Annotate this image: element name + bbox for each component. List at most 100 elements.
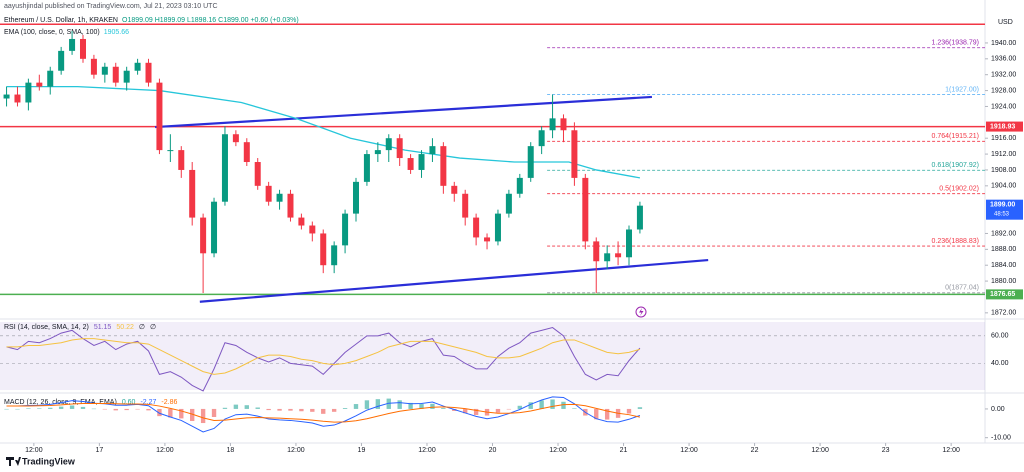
- candle-body: [363, 154, 370, 182]
- rsi-band: [0, 322, 985, 390]
- histogram-bar: [179, 408, 184, 419]
- x-tick-label: 12:00: [811, 447, 829, 454]
- histogram-bar: [146, 408, 151, 411]
- histogram-bar: [364, 400, 370, 409]
- histogram-bar: [528, 402, 533, 409]
- publisher-line: aayushjindal published on TradingView.co…: [4, 3, 218, 10]
- histogram-bar: [80, 406, 86, 409]
- histogram-bar: [310, 408, 315, 412]
- candle-body: [178, 150, 185, 170]
- x-tick-label: 22: [751, 447, 759, 454]
- indicator-value: 1905.66: [104, 29, 129, 36]
- fib-label: 0(1877.04): [945, 285, 979, 292]
- candle-body: [418, 154, 425, 170]
- rsi-line: [6, 338, 641, 375]
- histogram-bar: [397, 400, 402, 409]
- histogram-bar: [124, 408, 129, 411]
- histogram-bar: [37, 408, 42, 409]
- histogram-bar: [255, 407, 260, 409]
- histogram-bar: [572, 408, 577, 409]
- candle-body: [516, 177, 523, 194]
- candle-body: [615, 253, 622, 258]
- x-tick-label: 12:00: [156, 447, 174, 454]
- histogram-bar: [266, 408, 271, 411]
- histogram-bar: [342, 408, 348, 409]
- candle-body: [69, 38, 76, 51]
- histogram-bar: [277, 408, 282, 411]
- candle-body: [189, 169, 196, 218]
- histogram-bar: [517, 405, 522, 409]
- symbol-title: Ethereum / U.S. Dollar, 1h, KRAKEN: [4, 17, 118, 24]
- x-tick-label: 12:00: [418, 447, 436, 454]
- y-tick-label: 1932.00: [991, 72, 1016, 79]
- histogram-bar: [26, 408, 31, 409]
- candle-body: [604, 253, 611, 262]
- histogram-bar: [419, 404, 424, 409]
- footer-text: TradingView: [22, 456, 76, 466]
- legend-value: ∅: [150, 324, 156, 331]
- candle-body: [429, 146, 436, 155]
- histogram-bar: [473, 408, 479, 415]
- histogram-bar: [222, 407, 228, 409]
- candle-body: [79, 38, 86, 59]
- x-tick-label: 18: [227, 447, 235, 454]
- candle-body: [254, 162, 261, 186]
- candle-body: [462, 193, 469, 218]
- pane-title: RSI (14, close, SMA, 14, 2): [4, 324, 89, 331]
- candle-body: [156, 82, 163, 151]
- histogram-bar: [550, 399, 555, 409]
- candle-body: [352, 181, 360, 214]
- price-label: 1918.93: [990, 123, 1015, 130]
- histogram-bar: [244, 405, 249, 409]
- candle-body: [385, 138, 392, 151]
- y-tick-label: 1940.00: [991, 40, 1016, 47]
- candle-body: [200, 217, 207, 254]
- candle-body: [90, 58, 97, 75]
- histogram-bar: [430, 403, 435, 409]
- y-tick-label: 40.00: [991, 360, 1009, 367]
- candle-body: [473, 217, 480, 238]
- candle-body: [36, 82, 43, 87]
- x-tick-label: 12:00: [942, 447, 960, 454]
- histogram-bar: [58, 406, 64, 409]
- legend-value: 50.22: [116, 324, 134, 331]
- y-tick-label: 1872.00: [991, 310, 1016, 317]
- y-tick-label: -10.00: [991, 435, 1011, 442]
- legend-value: ∅: [139, 324, 145, 331]
- histogram-bar: [495, 408, 501, 413]
- histogram-bar: [386, 398, 391, 409]
- histogram-bar: [200, 408, 206, 424]
- legend-value: -2.27: [140, 399, 156, 406]
- footer-logo: TradingView: [6, 456, 76, 466]
- indicator-legend: EMA (100, close, 0, SMA, 100) 1905.66: [4, 29, 129, 36]
- x-tick-label: 19: [358, 447, 366, 454]
- y-tick-label: 1936.00: [991, 56, 1016, 63]
- candle-body: [582, 177, 589, 242]
- candle-body: [58, 50, 65, 71]
- candle-body: [112, 66, 119, 83]
- indicator-name: EMA (100, close, 0, SMA, 100): [4, 29, 100, 36]
- histogram-bar: [168, 408, 173, 418]
- candle-body: [560, 118, 567, 131]
- histogram-bar: [331, 408, 337, 412]
- y-tick-label: 1892.00: [991, 230, 1016, 237]
- histogram-bar: [321, 408, 326, 414]
- y-tick-label: 1884.00: [991, 262, 1016, 269]
- trend-line: [199, 258, 709, 303]
- fib-label: 1(1927.00): [945, 86, 979, 93]
- candle-body: [451, 185, 458, 194]
- histogram-bar: [211, 408, 217, 417]
- lightning-icon: [635, 306, 647, 318]
- legend-value: -2.86: [161, 399, 177, 406]
- histogram-bar: [626, 408, 632, 414]
- legend-value: 51.15: [94, 324, 112, 331]
- candle-body: [243, 142, 250, 163]
- y-tick-label: 60.00: [991, 333, 1009, 340]
- histogram-bar: [135, 408, 140, 410]
- candle-body: [593, 241, 600, 262]
- histogram-bar: [69, 405, 75, 409]
- y-tick-label: 1908.00: [991, 167, 1016, 174]
- histogram-bar: [233, 404, 239, 409]
- fib-label: 0.236(1888.83): [932, 238, 979, 245]
